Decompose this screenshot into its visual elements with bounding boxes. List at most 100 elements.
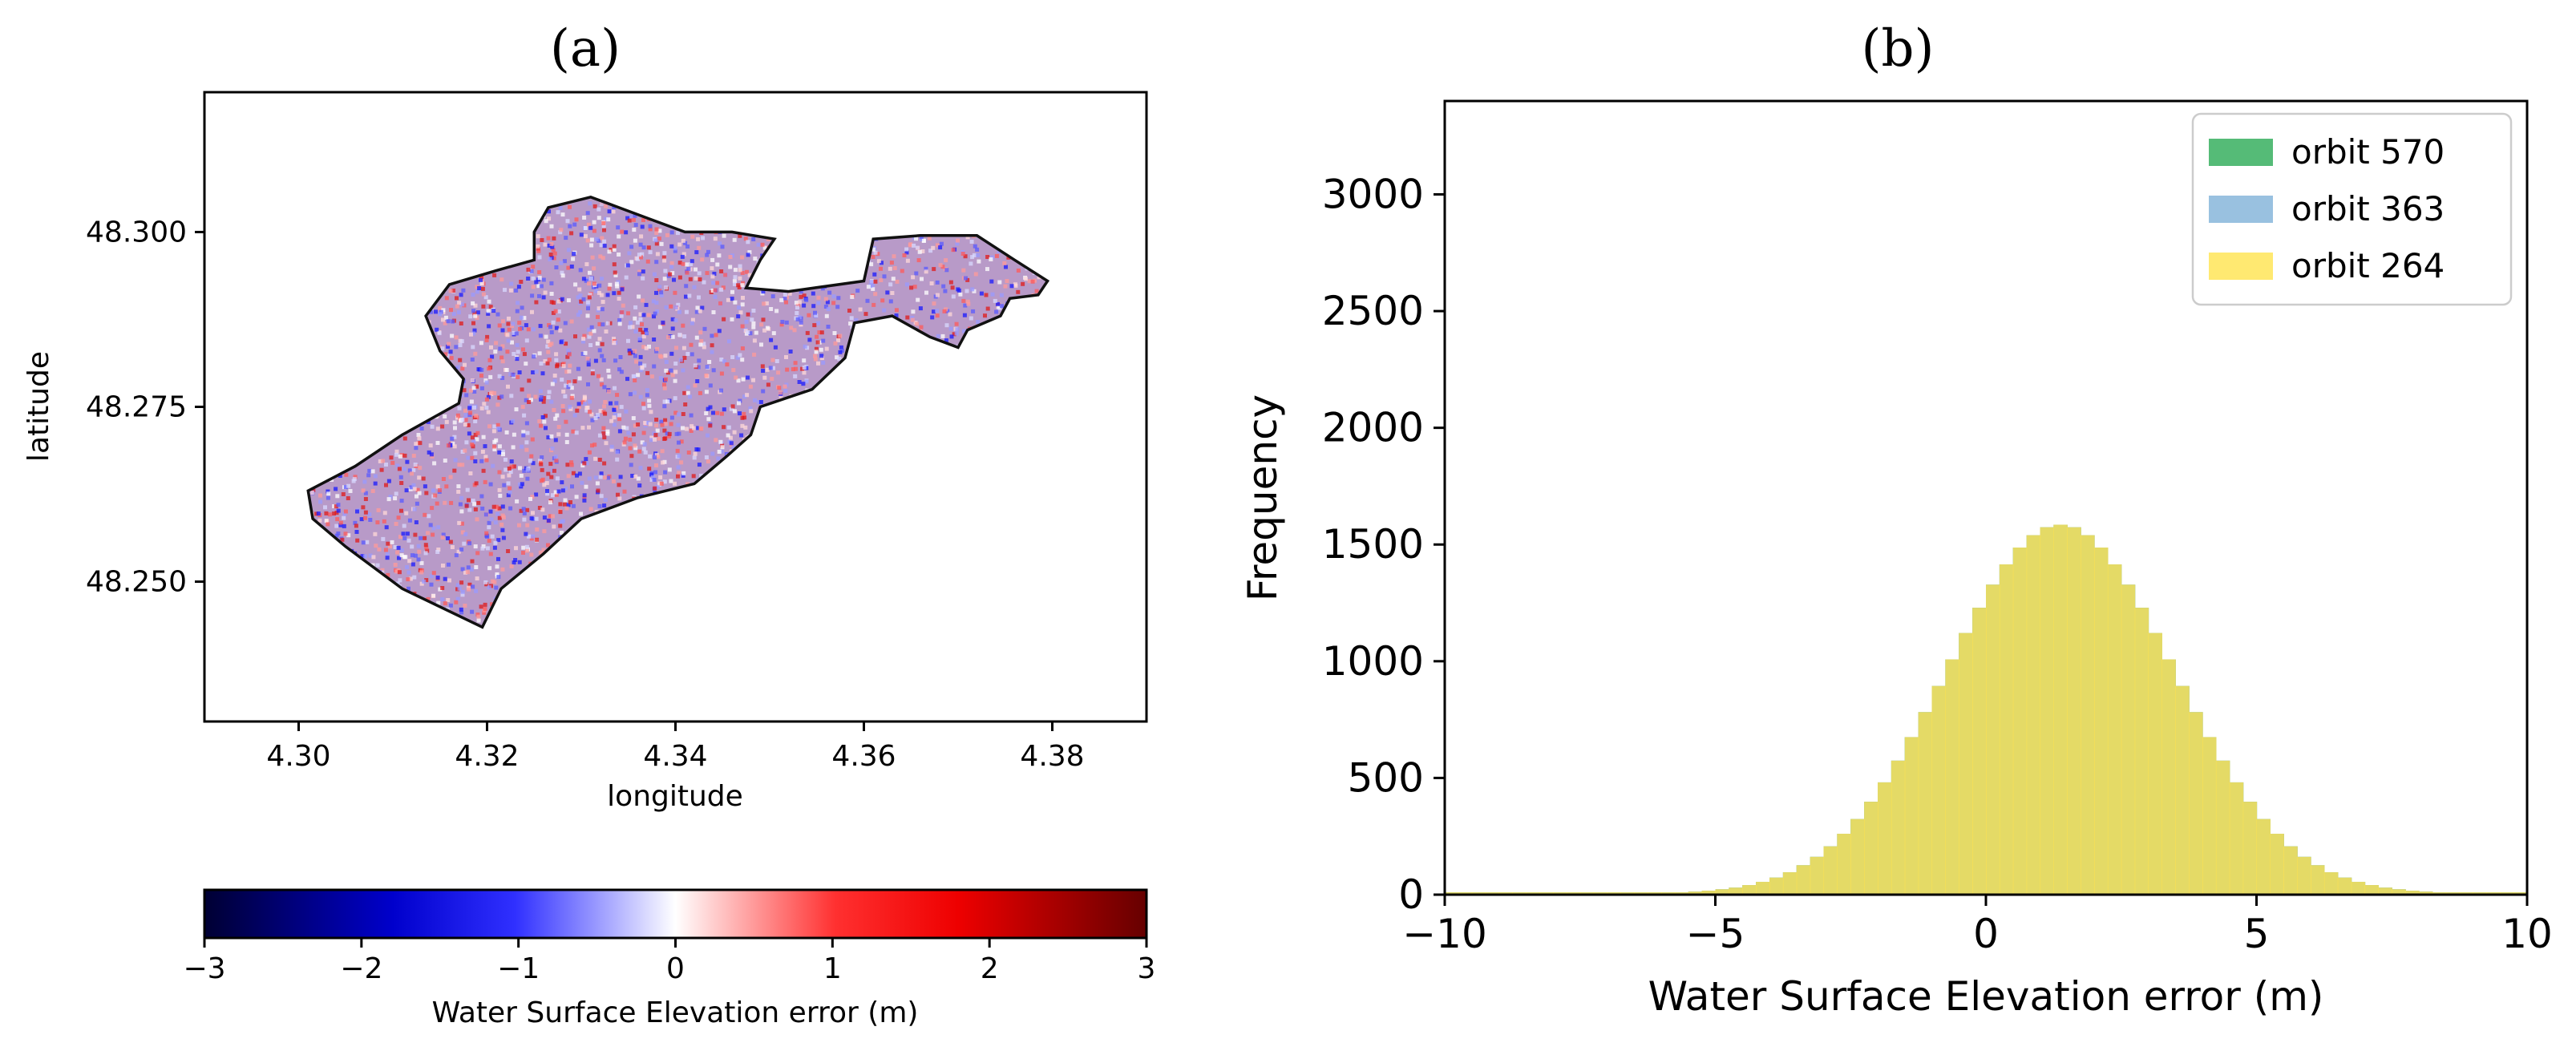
error-sample-point [804, 379, 809, 384]
error-sample-point [774, 359, 779, 363]
error-sample-point [617, 290, 621, 295]
error-sample-point [740, 302, 745, 307]
error-sample-point [564, 440, 569, 444]
error-sample-point [469, 388, 473, 393]
error-sample-point [652, 272, 657, 277]
error-sample-point [496, 538, 501, 543]
error-sample-point [740, 423, 745, 428]
error-sample-point [602, 385, 607, 390]
error-sample-point [866, 285, 871, 289]
error-sample-point [513, 558, 518, 562]
error-sample-point [591, 285, 596, 289]
error-sample-point [382, 519, 386, 523]
error-sample-point [732, 279, 737, 284]
error-sample-point [438, 488, 442, 492]
error-sample-point [871, 283, 876, 288]
error-sample-point [1027, 279, 1032, 284]
error-sample-point [492, 424, 497, 429]
error-sample-point [613, 386, 617, 390]
error-sample-point [564, 236, 568, 240]
error-sample-point [675, 448, 680, 453]
error-sample-point [487, 424, 492, 429]
error-sample-point [534, 280, 539, 285]
error-sample-point [521, 551, 525, 555]
error-sample-point [599, 471, 604, 476]
error-sample-point [645, 393, 649, 398]
error-sample-point [395, 550, 400, 555]
error-sample-point [636, 373, 641, 378]
error-sample-point [939, 241, 944, 246]
error-sample-point [540, 415, 545, 419]
error-sample-point [334, 504, 338, 509]
error-sample-point [697, 358, 702, 363]
error-sample-point [480, 450, 485, 454]
error-sample-point [433, 493, 438, 498]
error-sample-point [447, 342, 451, 346]
error-sample-point [665, 431, 669, 436]
error-sample-point [492, 439, 497, 444]
error-sample-point [507, 473, 512, 478]
error-sample-point [663, 470, 668, 475]
error-sample-point [342, 523, 346, 528]
error-sample-point [730, 289, 734, 294]
error-sample-point [497, 444, 502, 449]
error-sample-point [895, 279, 900, 284]
error-sample-point [683, 402, 688, 406]
error-sample-point [363, 497, 368, 501]
error-sample-point [819, 356, 824, 361]
error-sample-point [373, 474, 378, 479]
error-sample-point [443, 500, 447, 505]
error-sample-point [935, 243, 940, 248]
error-sample-point [551, 248, 556, 253]
error-sample-point [353, 475, 358, 479]
error-sample-point [583, 234, 588, 239]
error-sample-point [537, 276, 542, 281]
error-sample-point [747, 273, 752, 277]
error-sample-point [670, 271, 675, 276]
error-sample-point [556, 432, 561, 437]
error-sample-point [544, 426, 548, 430]
error-sample-point [548, 325, 552, 329]
error-sample-point [990, 292, 995, 297]
error-sample-point [572, 222, 577, 227]
error-sample-point [655, 484, 660, 489]
error-sample-point [835, 355, 839, 360]
error-sample-point [931, 245, 936, 250]
error-sample-point [480, 506, 485, 511]
error-sample-point [544, 334, 548, 339]
error-sample-point [537, 419, 542, 423]
error-sample-point [638, 242, 643, 247]
error-sample-point [564, 342, 568, 346]
error-sample-point [472, 390, 477, 394]
error-sample-point [530, 495, 535, 499]
error-sample-point [609, 447, 614, 452]
error-sample-point [729, 406, 734, 411]
error-sample-point [531, 276, 536, 281]
error-sample-point [819, 347, 823, 352]
error-sample-point [418, 466, 423, 471]
error-sample-point [422, 579, 427, 584]
error-sample-point [521, 430, 526, 435]
error-sample-point [654, 231, 659, 236]
error-sample-point [960, 252, 965, 256]
error-sample-point [770, 377, 774, 382]
error-sample-point [912, 285, 917, 289]
error-sample-point [649, 435, 654, 440]
error-sample-point [474, 481, 479, 486]
error-sample-point [689, 352, 694, 357]
error-sample-point [335, 494, 340, 499]
error-sample-point [762, 375, 767, 380]
error-sample-point [694, 250, 699, 255]
error-sample-point [606, 368, 611, 373]
error-sample-point [662, 404, 667, 409]
error-sample-point [508, 486, 512, 491]
error-sample-point [587, 450, 592, 455]
error-sample-point [509, 394, 514, 398]
error-sample-point [890, 291, 895, 295]
error-sample-point [613, 358, 618, 363]
error-sample-point [638, 466, 643, 471]
error-sample-point [558, 230, 563, 235]
error-sample-point [765, 325, 770, 330]
error-sample-point [685, 352, 690, 356]
error-sample-point [976, 253, 981, 257]
